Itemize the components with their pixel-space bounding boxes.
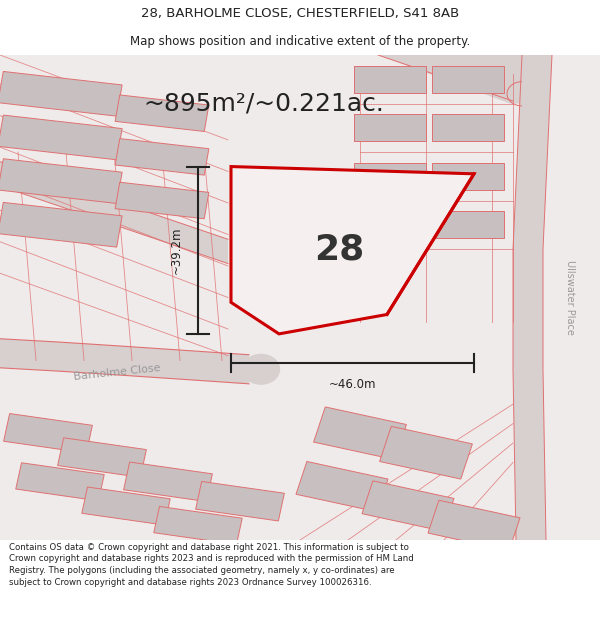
Polygon shape bbox=[432, 66, 504, 92]
Text: 28, BARHOLME CLOSE, CHESTERFIELD, S41 8AB: 28, BARHOLME CLOSE, CHESTERFIELD, S41 8A… bbox=[141, 8, 459, 20]
Text: ~895m²/~0.221ac.: ~895m²/~0.221ac. bbox=[143, 91, 385, 116]
Polygon shape bbox=[82, 487, 170, 525]
Text: ~46.0m: ~46.0m bbox=[329, 378, 376, 391]
Polygon shape bbox=[432, 211, 504, 238]
Polygon shape bbox=[0, 202, 122, 247]
Circle shape bbox=[242, 354, 280, 385]
Text: Ullswater Place: Ullswater Place bbox=[565, 260, 575, 335]
Polygon shape bbox=[124, 462, 212, 501]
Polygon shape bbox=[115, 182, 209, 219]
Polygon shape bbox=[354, 114, 426, 141]
Polygon shape bbox=[513, 55, 552, 540]
Polygon shape bbox=[428, 500, 520, 551]
Polygon shape bbox=[154, 506, 242, 544]
Polygon shape bbox=[115, 95, 209, 131]
Polygon shape bbox=[380, 426, 472, 479]
Polygon shape bbox=[196, 481, 284, 521]
Polygon shape bbox=[378, 55, 522, 104]
Polygon shape bbox=[354, 163, 426, 189]
Polygon shape bbox=[0, 115, 122, 160]
Polygon shape bbox=[4, 414, 92, 453]
Polygon shape bbox=[362, 481, 454, 531]
Polygon shape bbox=[16, 462, 104, 501]
Text: Barholme Close: Barholme Close bbox=[73, 363, 161, 382]
Text: 28: 28 bbox=[314, 232, 364, 266]
Polygon shape bbox=[354, 66, 426, 92]
Polygon shape bbox=[432, 114, 504, 141]
Polygon shape bbox=[354, 211, 426, 238]
Polygon shape bbox=[296, 461, 388, 512]
Polygon shape bbox=[0, 159, 122, 204]
Polygon shape bbox=[432, 163, 504, 189]
Text: Map shows position and indicative extent of the property.: Map shows position and indicative extent… bbox=[130, 35, 470, 48]
Polygon shape bbox=[314, 407, 406, 459]
Polygon shape bbox=[0, 71, 122, 116]
Polygon shape bbox=[115, 139, 209, 175]
Polygon shape bbox=[58, 438, 146, 478]
Polygon shape bbox=[231, 166, 474, 334]
Text: Contains OS data © Crown copyright and database right 2021. This information is : Contains OS data © Crown copyright and d… bbox=[9, 542, 414, 587]
Polygon shape bbox=[0, 162, 228, 264]
Text: ~39.2m: ~39.2m bbox=[170, 226, 183, 274]
Polygon shape bbox=[327, 255, 387, 282]
Polygon shape bbox=[0, 339, 249, 384]
